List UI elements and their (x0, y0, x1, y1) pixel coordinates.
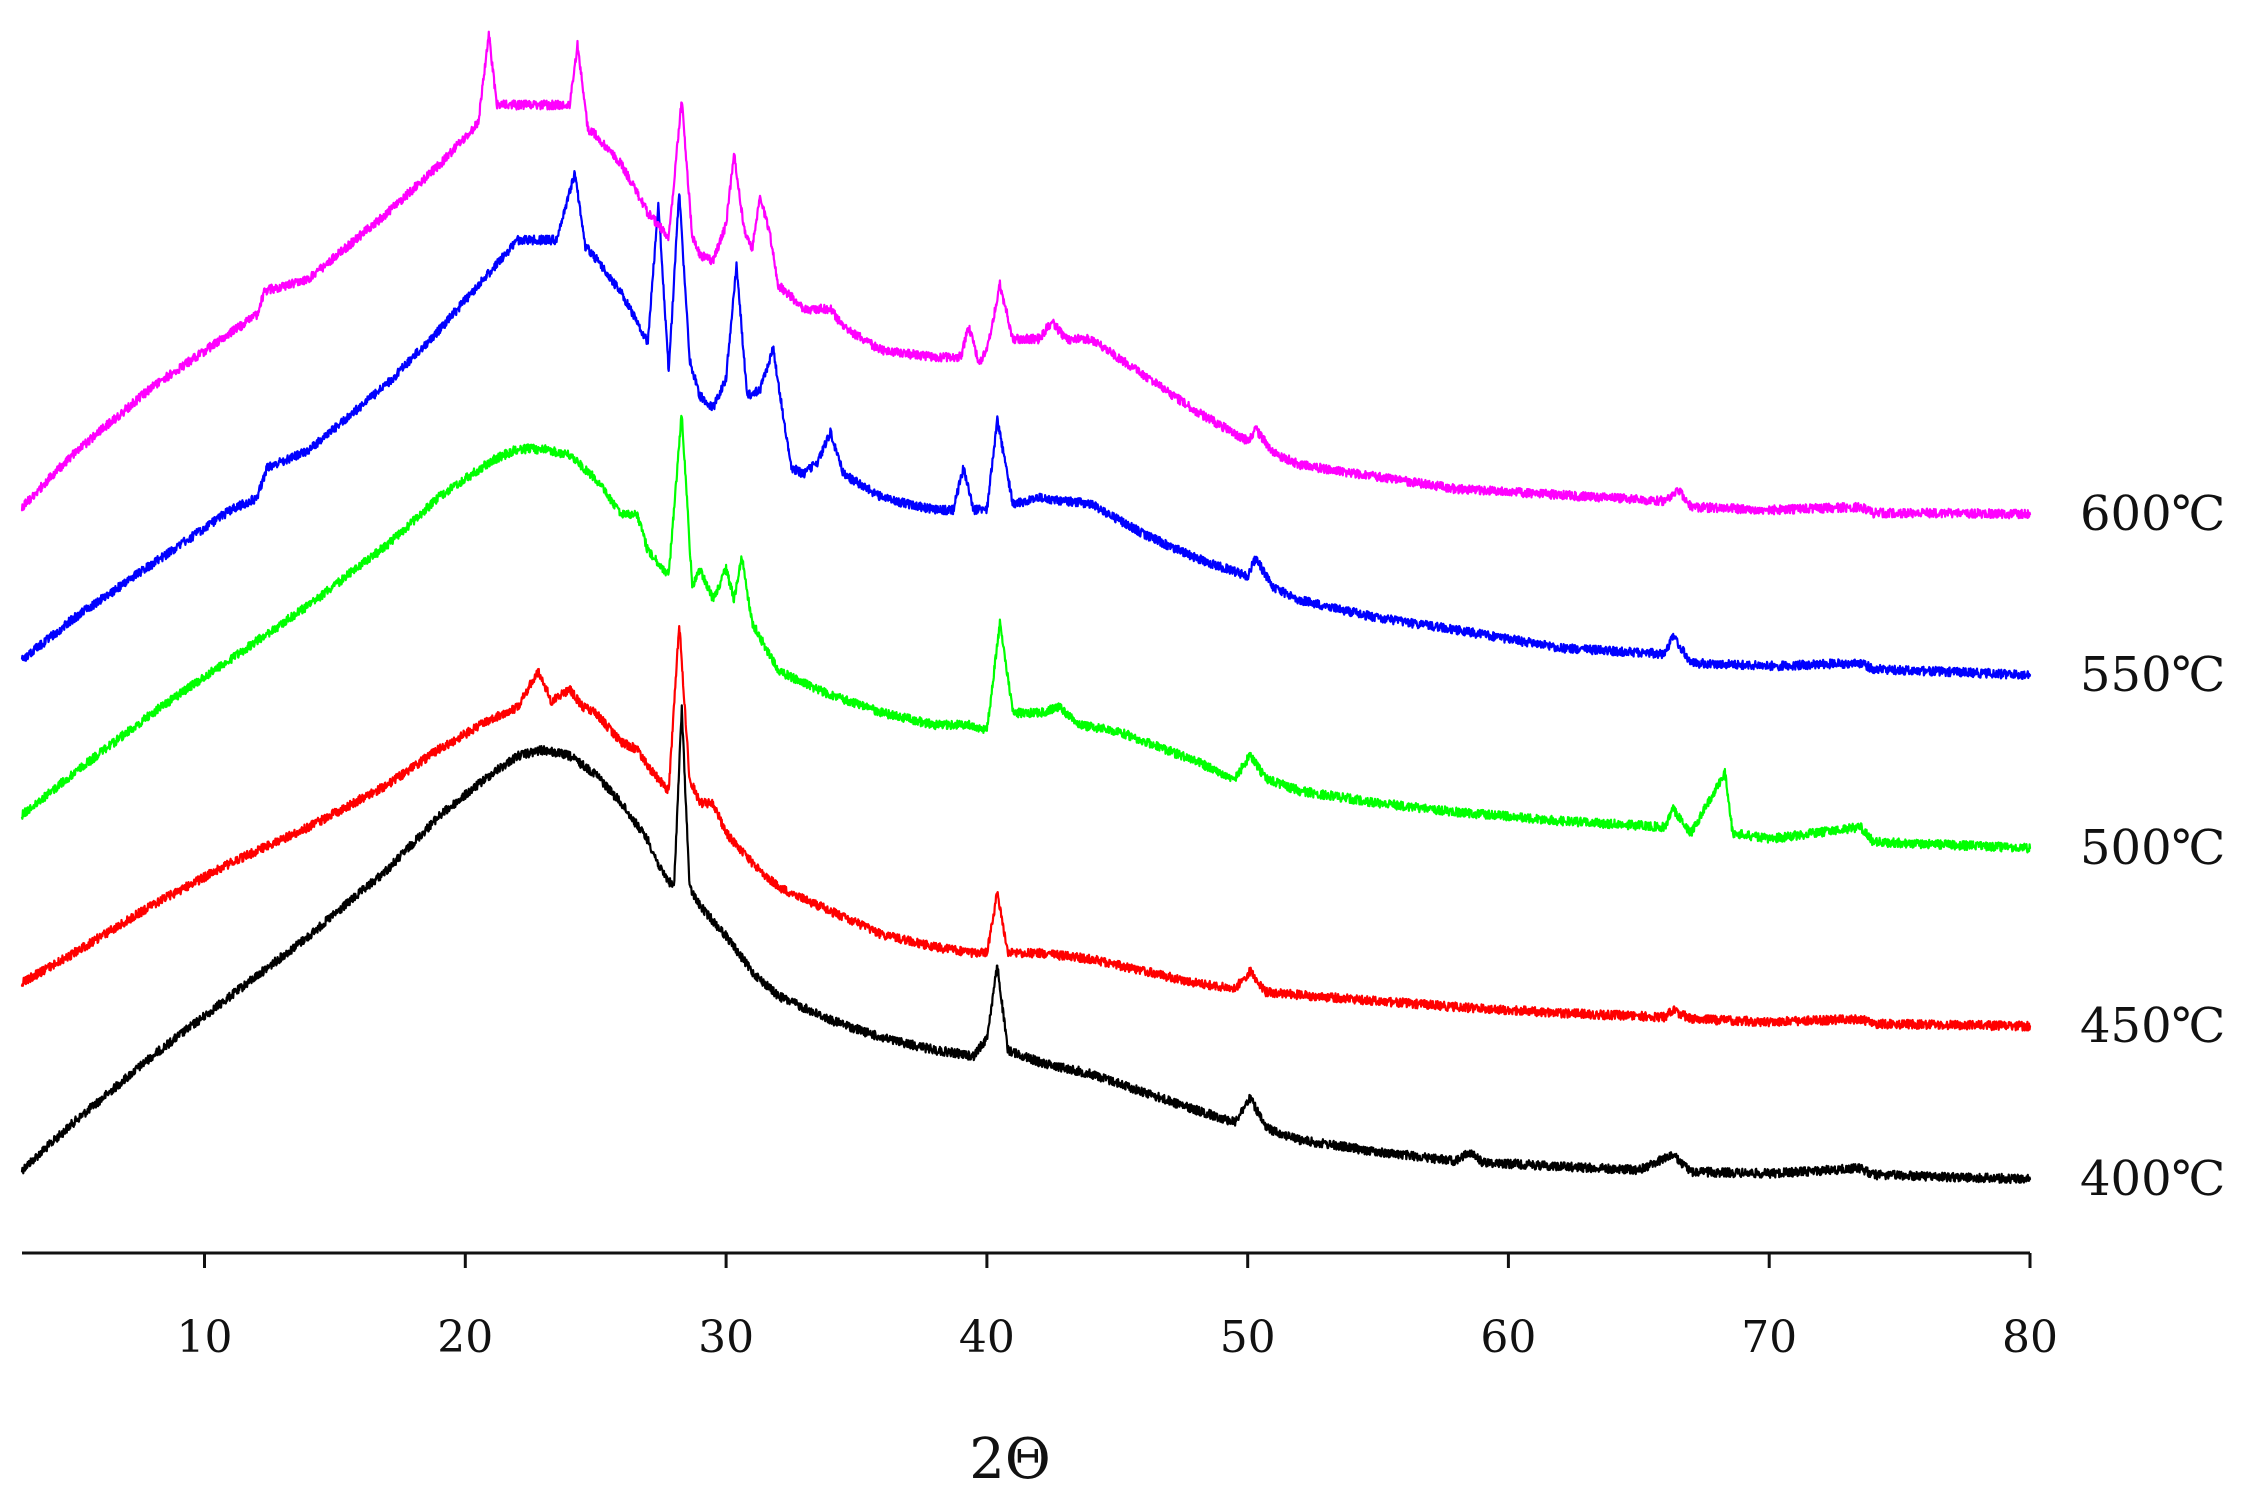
x-axis-tick-labels: 10 20 30 40 50 60 70 80 (177, 1312, 2059, 1363)
series-line-600c (20, 30, 2032, 520)
series-label-500c: 500℃ (2080, 820, 2225, 876)
x-tick-label-20: 20 (437, 1312, 493, 1363)
series-label-600c: 600℃ (2080, 486, 2225, 542)
trace-group (20, 30, 2032, 1185)
x-tick-label-70: 70 (1741, 1312, 1797, 1363)
x-tick-label-10: 10 (177, 1312, 233, 1363)
series-label-450c: 450℃ (2080, 998, 2225, 1054)
x-axis-ticks (203, 1253, 2032, 1268)
series-line-400c (20, 704, 2032, 1185)
x-tick-label-30: 30 (698, 1312, 754, 1363)
x-axis-title: 2Θ (969, 1427, 1051, 1492)
x-tick-label-40: 40 (959, 1312, 1015, 1363)
series-line-450c (20, 625, 2032, 1032)
series-line-500c (20, 414, 2032, 854)
series-labels: 400℃ 450℃ 500℃ 550℃ 600℃ (2080, 486, 2225, 1207)
series-label-550c: 550℃ (2080, 647, 2225, 703)
x-tick-label-80: 80 (2002, 1312, 2058, 1363)
x-tick-label-60: 60 (1480, 1312, 1536, 1363)
x-tick-label-50: 50 (1220, 1312, 1276, 1363)
series-line-550c (20, 170, 2032, 680)
series-label-400c: 400℃ (2080, 1151, 2225, 1207)
